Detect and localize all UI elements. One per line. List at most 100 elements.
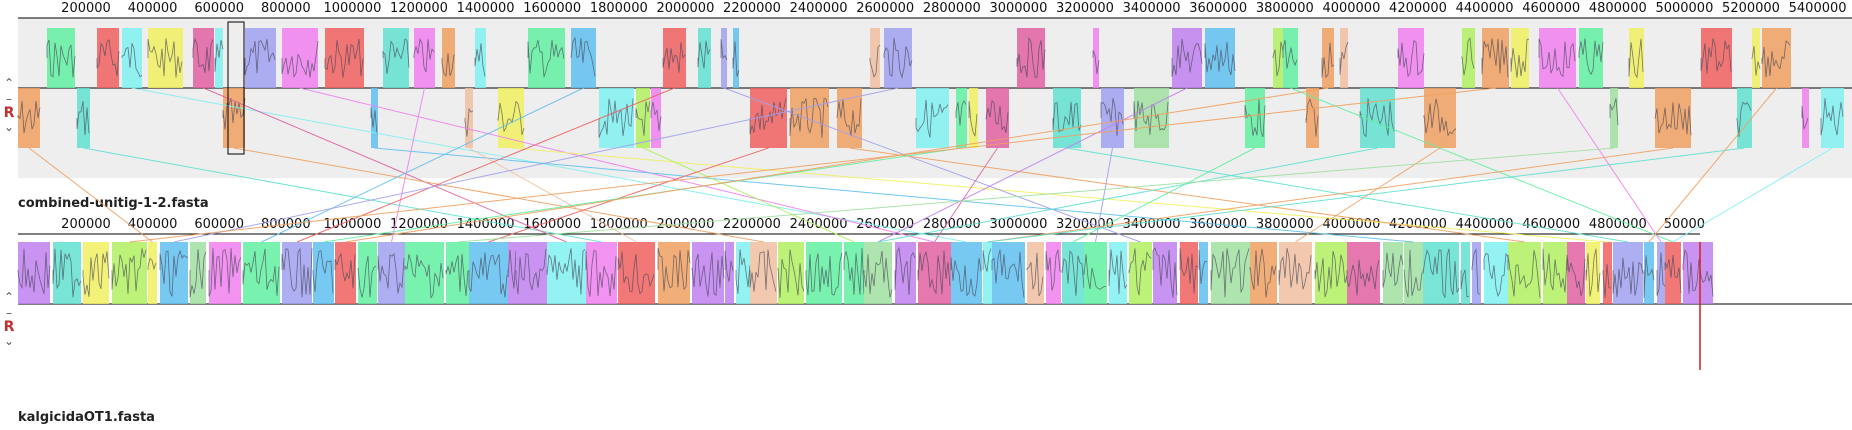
lcb-connection-line xyxy=(642,147,855,243)
similarity-profile xyxy=(955,99,967,126)
lcb-block-genome-1 xyxy=(1424,88,1456,148)
reverse-button[interactable]: R xyxy=(3,319,15,335)
similarity-profile xyxy=(777,249,805,298)
similarity-profile xyxy=(843,247,865,295)
similarity-profile xyxy=(991,249,1025,298)
lcb-connection-line xyxy=(129,87,1496,243)
similarity-profile xyxy=(732,41,740,77)
lcb-block-genome-1 xyxy=(223,88,245,148)
similarity-profile xyxy=(724,250,734,282)
similarity-profile xyxy=(1578,38,1604,76)
lcb-block-genome-2 xyxy=(1347,242,1380,304)
similarity-profile xyxy=(1382,252,1404,288)
similarity-profile xyxy=(650,101,662,131)
lcb-block-genome-1 xyxy=(1579,28,1603,88)
lcb-connection-line xyxy=(203,87,567,243)
similarity-profile xyxy=(1507,250,1541,298)
lcb-block-genome-2 xyxy=(1657,242,1665,304)
lcb-connection-line xyxy=(233,147,764,243)
similarity-profile xyxy=(370,107,378,135)
similarity-profile xyxy=(52,248,82,298)
lcb-block-genome-1 xyxy=(215,28,223,88)
tick-label: 1600000 xyxy=(523,217,582,232)
tick-label: 200000 xyxy=(61,217,111,232)
reverse-button[interactable]: R xyxy=(3,105,15,121)
similarity-profile xyxy=(1538,38,1576,78)
lcb-block-genome-2 xyxy=(446,242,469,304)
tick-label: 4000000 xyxy=(1322,217,1381,232)
similarity-profile xyxy=(1460,269,1470,298)
similarity-profile xyxy=(1643,255,1655,298)
similarity-profile xyxy=(1483,252,1509,298)
lcb-connection-line xyxy=(83,147,602,243)
tick-label: 400000 xyxy=(127,217,178,232)
similarity-profile xyxy=(46,39,76,78)
similarity-profile xyxy=(76,101,90,136)
tick-label: 3800000 xyxy=(1255,1,1314,16)
move-down-icon[interactable]: ⌄ xyxy=(3,120,15,134)
lcb-block-genome-1 xyxy=(1802,88,1809,148)
lcb-block-genome-2 xyxy=(335,242,356,304)
similarity-profile xyxy=(1801,106,1809,131)
similarity-profile xyxy=(1108,249,1128,295)
lcb-block-genome-1 xyxy=(47,28,75,88)
similarity-profile xyxy=(324,38,364,78)
lcb-block-genome-2 xyxy=(405,242,444,304)
move-up-icon[interactable]: ⌃ xyxy=(3,76,15,90)
similarity-profile xyxy=(1305,97,1319,137)
similarity-profile xyxy=(468,252,508,298)
similarity-profile xyxy=(598,98,634,138)
lcb-connection-line xyxy=(510,147,1608,243)
lcb-block-genome-1 xyxy=(325,28,364,88)
similarity-profile xyxy=(1461,37,1475,76)
similarity-profile xyxy=(96,39,120,77)
similarity-profile xyxy=(1346,259,1380,296)
similarity-profile xyxy=(515,248,547,295)
lcb-block-genome-1 xyxy=(916,88,949,148)
lcb-block-genome-2 xyxy=(1383,242,1403,304)
similarity-profile xyxy=(1026,252,1044,297)
tick-label: 3800000 xyxy=(1255,217,1314,232)
tick-label: 4800000 xyxy=(1588,217,1647,232)
move-up-icon[interactable]: ⌃ xyxy=(3,290,15,304)
lcb-connection-line xyxy=(934,147,998,243)
similarity-profile xyxy=(1736,101,1752,137)
similarity-profile xyxy=(357,255,377,298)
similarity-profile xyxy=(1272,41,1284,77)
similarity-profile xyxy=(1566,254,1586,297)
similarity-profile xyxy=(1052,101,1082,133)
lcb-block-genome-1 xyxy=(1539,28,1576,88)
minus-icon[interactable]: – xyxy=(6,92,12,106)
similarity-profile xyxy=(657,247,691,292)
similarity-profile xyxy=(1359,98,1395,138)
similarity-profile xyxy=(507,249,517,289)
similarity-profile xyxy=(691,252,725,297)
lcb-block-genome-1 xyxy=(790,88,829,148)
minus-icon[interactable]: – xyxy=(6,306,12,320)
similarity-profile xyxy=(1278,247,1312,290)
similarity-profile xyxy=(863,250,893,298)
similarity-profile xyxy=(222,97,246,130)
similarity-profile xyxy=(1422,248,1460,298)
lcb-connection-line xyxy=(1672,147,1833,243)
lcb-block-genome-2 xyxy=(586,242,617,304)
lcb-block-genome-1 xyxy=(1398,28,1424,88)
lcb-connection-line xyxy=(299,87,935,243)
lcb-block-genome-2 xyxy=(1062,242,1084,304)
similarity-profile xyxy=(883,38,913,79)
similarity-profile xyxy=(1092,50,1100,75)
lcb-block-genome-2 xyxy=(358,242,377,304)
similarity-profile xyxy=(662,42,686,73)
lcb-connection-line xyxy=(1290,87,1674,243)
lcb-connection-line xyxy=(849,147,1525,243)
move-down-icon[interactable]: ⌄ xyxy=(3,334,15,348)
similarity-profile xyxy=(377,252,405,294)
lcb-block-genome-1 xyxy=(1511,28,1529,88)
tick-label: 800000 xyxy=(260,1,311,16)
similarity-profile xyxy=(82,251,110,297)
lcb-block-genome-2 xyxy=(1644,242,1654,304)
tick-label: 2600000 xyxy=(856,217,915,232)
tick-label: 4200000 xyxy=(1389,217,1447,232)
lcb-block-genome-1 xyxy=(1053,88,1081,148)
